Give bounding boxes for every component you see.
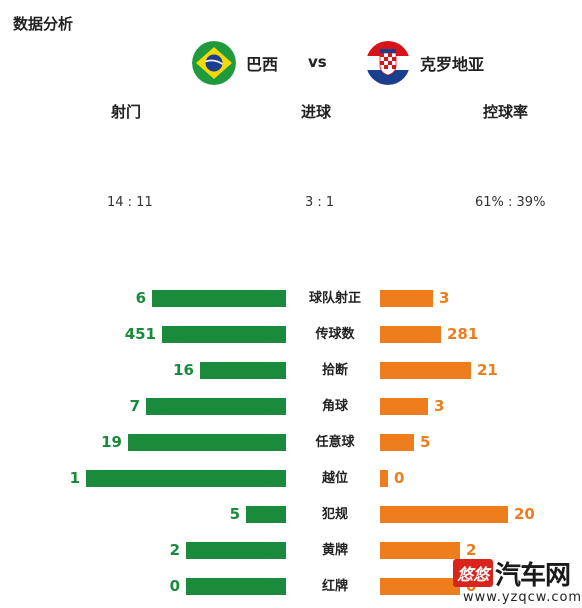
- away-stat-value: 20: [514, 505, 535, 523]
- away-stat-bar: [380, 470, 388, 487]
- away-stat-value: 3: [439, 289, 450, 307]
- watermark-logo: 悠悠 汽车网: [453, 556, 578, 591]
- stat-row: 16 拾断 21: [0, 361, 582, 380]
- home-team[interactable]: 巴西: [192, 40, 278, 86]
- home-stat-value: 0: [169, 577, 180, 595]
- stat-row: 1 越位 0: [0, 469, 582, 488]
- home-stat-value: 7: [129, 397, 140, 415]
- away-stat-bar: [380, 434, 414, 451]
- home-stat-bar: [162, 326, 286, 343]
- away-stat-bar: [380, 542, 460, 559]
- stat-label: 任意球: [315, 435, 355, 450]
- watermark-badge: 悠悠: [453, 559, 494, 587]
- home-stat-value: 16: [173, 361, 194, 379]
- stat-row: 19 任意球 5: [0, 433, 582, 452]
- stat-label: 黄牌: [321, 543, 348, 558]
- stat-row: 7 角球 3: [0, 397, 582, 416]
- stat-label: 球队射正: [308, 291, 361, 306]
- home-stat-bar: [186, 542, 286, 559]
- home-stat-bar: [146, 398, 286, 415]
- possession-value: 61% : 39%: [475, 195, 546, 210]
- watermark-mark: 汽车网: [495, 560, 571, 591]
- goals-value: 3 : 1: [305, 195, 335, 210]
- home-stat-value: 19: [101, 433, 122, 451]
- away-stat-value: 281: [447, 325, 479, 343]
- stat-label: 传球数: [315, 327, 355, 342]
- watermark: 悠悠 汽车网 www.yzqcw.com: [453, 556, 581, 606]
- shots-value: 14 : 11: [107, 195, 153, 210]
- brazil-flag-icon: [192, 41, 236, 85]
- stat-row: 6 球队射正 3: [0, 289, 582, 308]
- page-title: 数据分析: [13, 15, 74, 33]
- home-stat-value: 451: [124, 325, 156, 343]
- away-stat-bar: [380, 326, 441, 343]
- home-stat-bar: [152, 290, 286, 307]
- away-stat-bar: [380, 578, 460, 595]
- home-stat-bar: [86, 470, 286, 487]
- away-stat-bar: [380, 506, 508, 523]
- away-stat-value: 21: [477, 361, 498, 379]
- croatia-flag-icon: [366, 41, 410, 85]
- away-stat-bar: [380, 362, 471, 379]
- stat-row: 451 传球数 281: [0, 325, 582, 344]
- away-stat-value: 5: [420, 433, 431, 451]
- home-stat-bar: [246, 506, 286, 523]
- watermark-url: www.yzqcw.com: [463, 590, 582, 605]
- away-stat-value: 2: [466, 541, 477, 559]
- home-stat-value: 2: [169, 541, 180, 559]
- shots-header: 射门: [111, 103, 142, 121]
- home-stat-bar: [128, 434, 286, 451]
- possession-header: 控球率: [483, 103, 529, 121]
- away-stat-value: 3: [434, 397, 445, 415]
- home-stat-value: 5: [229, 505, 240, 523]
- stat-row: 2 黄牌 2: [0, 541, 582, 560]
- away-stat-bar: [380, 398, 428, 415]
- home-stat-bar: [200, 362, 286, 379]
- vs-label: vs: [308, 53, 327, 71]
- home-stat-value: 6: [135, 289, 146, 307]
- stat-label: 拾断: [321, 363, 348, 378]
- stat-label: 犯规: [321, 507, 348, 522]
- stat-row: 5 犯规 20: [0, 505, 582, 524]
- goals-header: 进球: [301, 103, 332, 121]
- away-team[interactable]: 克罗地亚: [366, 40, 484, 86]
- stat-label: 角球: [321, 399, 348, 414]
- away-team-name: 克罗地亚: [420, 55, 485, 74]
- home-stat-bar: [186, 578, 286, 595]
- away-stat-value: 0: [394, 469, 405, 487]
- home-stat-value: 1: [69, 469, 80, 487]
- stat-row: 0红牌0: [0, 577, 582, 596]
- home-team-name: 巴西: [246, 55, 279, 74]
- stat-label: 越位: [321, 471, 348, 486]
- stat-label: 红牌: [321, 579, 348, 594]
- away-stat-bar: [380, 290, 433, 307]
